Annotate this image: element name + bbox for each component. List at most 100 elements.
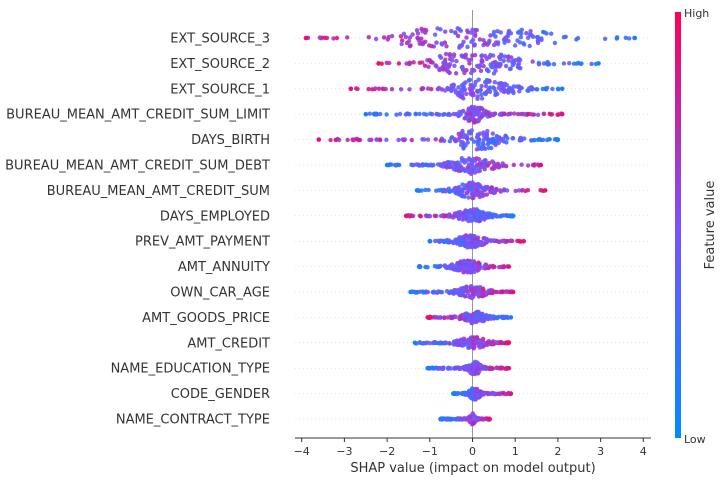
shap-point: [525, 35, 531, 40]
shap-point: [478, 87, 483, 93]
shap-point: [508, 315, 514, 320]
shap-point: [471, 207, 476, 212]
shap-point: [471, 346, 476, 351]
shap-point: [413, 111, 418, 117]
shap-point: [486, 391, 492, 396]
shap-point: [479, 59, 484, 64]
shap-point: [497, 54, 502, 60]
shap-point: [372, 112, 377, 117]
shap-point: [469, 388, 474, 394]
colorbar: High Low Feature value: [675, 7, 718, 446]
shap-point: [443, 29, 448, 34]
shap-point: [432, 32, 438, 37]
shap-point: [465, 44, 470, 50]
shap-point: [561, 61, 567, 66]
shap-point: [459, 42, 465, 48]
shap-point: [436, 86, 441, 92]
shap-point: [435, 26, 440, 31]
shap-point: [475, 388, 480, 393]
shap-point: [476, 185, 481, 191]
shap-point: [491, 315, 496, 321]
shap-point: [466, 218, 471, 224]
shap-point: [458, 131, 464, 136]
shap-point: [500, 315, 505, 321]
shap-point: [559, 111, 565, 117]
shap-point: [472, 265, 478, 270]
shap-point: [389, 33, 395, 39]
shap-point: [385, 37, 390, 42]
shap-point: [468, 112, 473, 117]
shap-point: [396, 137, 401, 143]
shap-point: [472, 212, 477, 217]
shap-point: [438, 366, 443, 371]
shap-point: [596, 61, 601, 66]
shap-point: [512, 111, 517, 116]
shap-point: [472, 43, 477, 48]
shap-point: [481, 137, 487, 142]
shap-point: [460, 166, 466, 171]
shap-point: [538, 162, 544, 168]
shap-point: [488, 288, 493, 293]
shap-point: [474, 147, 480, 152]
shap-point: [480, 140, 486, 145]
shap-point: [500, 290, 505, 295]
feature-points: [416, 258, 512, 275]
shap-point: [427, 214, 433, 219]
shap-point: [456, 85, 461, 90]
feature-label: EXT_SOURCE_2: [170, 57, 270, 72]
shap-point: [453, 90, 459, 95]
shap-point: [478, 161, 483, 167]
shap-point: [455, 190, 461, 195]
shap-point: [504, 238, 510, 244]
shap-point: [529, 138, 534, 143]
x-tick-label: 2: [554, 445, 561, 458]
feature-points: [438, 411, 492, 427]
shap-point: [442, 138, 447, 143]
feature-points: [425, 309, 514, 326]
shap-point: [425, 365, 431, 371]
shap-point: [510, 59, 515, 65]
shap-point: [518, 57, 523, 63]
shap-point: [463, 294, 468, 299]
shap-point: [433, 137, 438, 142]
shap-point: [510, 213, 516, 219]
shap-point: [450, 58, 455, 63]
shap-point: [466, 314, 471, 319]
shap-point: [534, 87, 540, 92]
shap-point: [464, 35, 469, 40]
shap-point: [494, 340, 499, 345]
feature-points: [303, 26, 638, 50]
shap-point: [491, 42, 497, 48]
shap-point: [506, 365, 512, 371]
shap-point: [452, 138, 458, 143]
feature-points: [451, 386, 514, 402]
shap-point: [445, 85, 450, 91]
shap-point: [458, 134, 463, 139]
shap-point: [502, 111, 507, 117]
shap-point: [545, 137, 550, 143]
shap-point: [477, 37, 483, 42]
shap-point: [486, 69, 491, 74]
x-tick-label: 1: [512, 445, 519, 458]
shap-point: [452, 63, 457, 68]
shap-point: [499, 366, 504, 371]
shap-point: [369, 137, 374, 142]
shap-point: [469, 136, 474, 142]
shap-point: [449, 88, 454, 94]
shap-point: [408, 213, 414, 218]
shap-point: [456, 216, 462, 221]
feature-points: [414, 180, 548, 201]
shap-point: [400, 38, 405, 43]
feature-label: DAYS_EMPLOYED: [160, 209, 270, 224]
shap-point: [480, 286, 486, 291]
feature-points: [425, 359, 512, 377]
shap-point: [442, 238, 448, 244]
shap-point: [426, 64, 431, 70]
shap-point: [472, 68, 477, 73]
shap-point: [423, 213, 429, 218]
shap-point: [484, 111, 490, 116]
shap-point: [555, 137, 561, 142]
shap-point: [455, 26, 460, 31]
shap-point: [443, 57, 448, 62]
shap-point: [374, 137, 380, 142]
